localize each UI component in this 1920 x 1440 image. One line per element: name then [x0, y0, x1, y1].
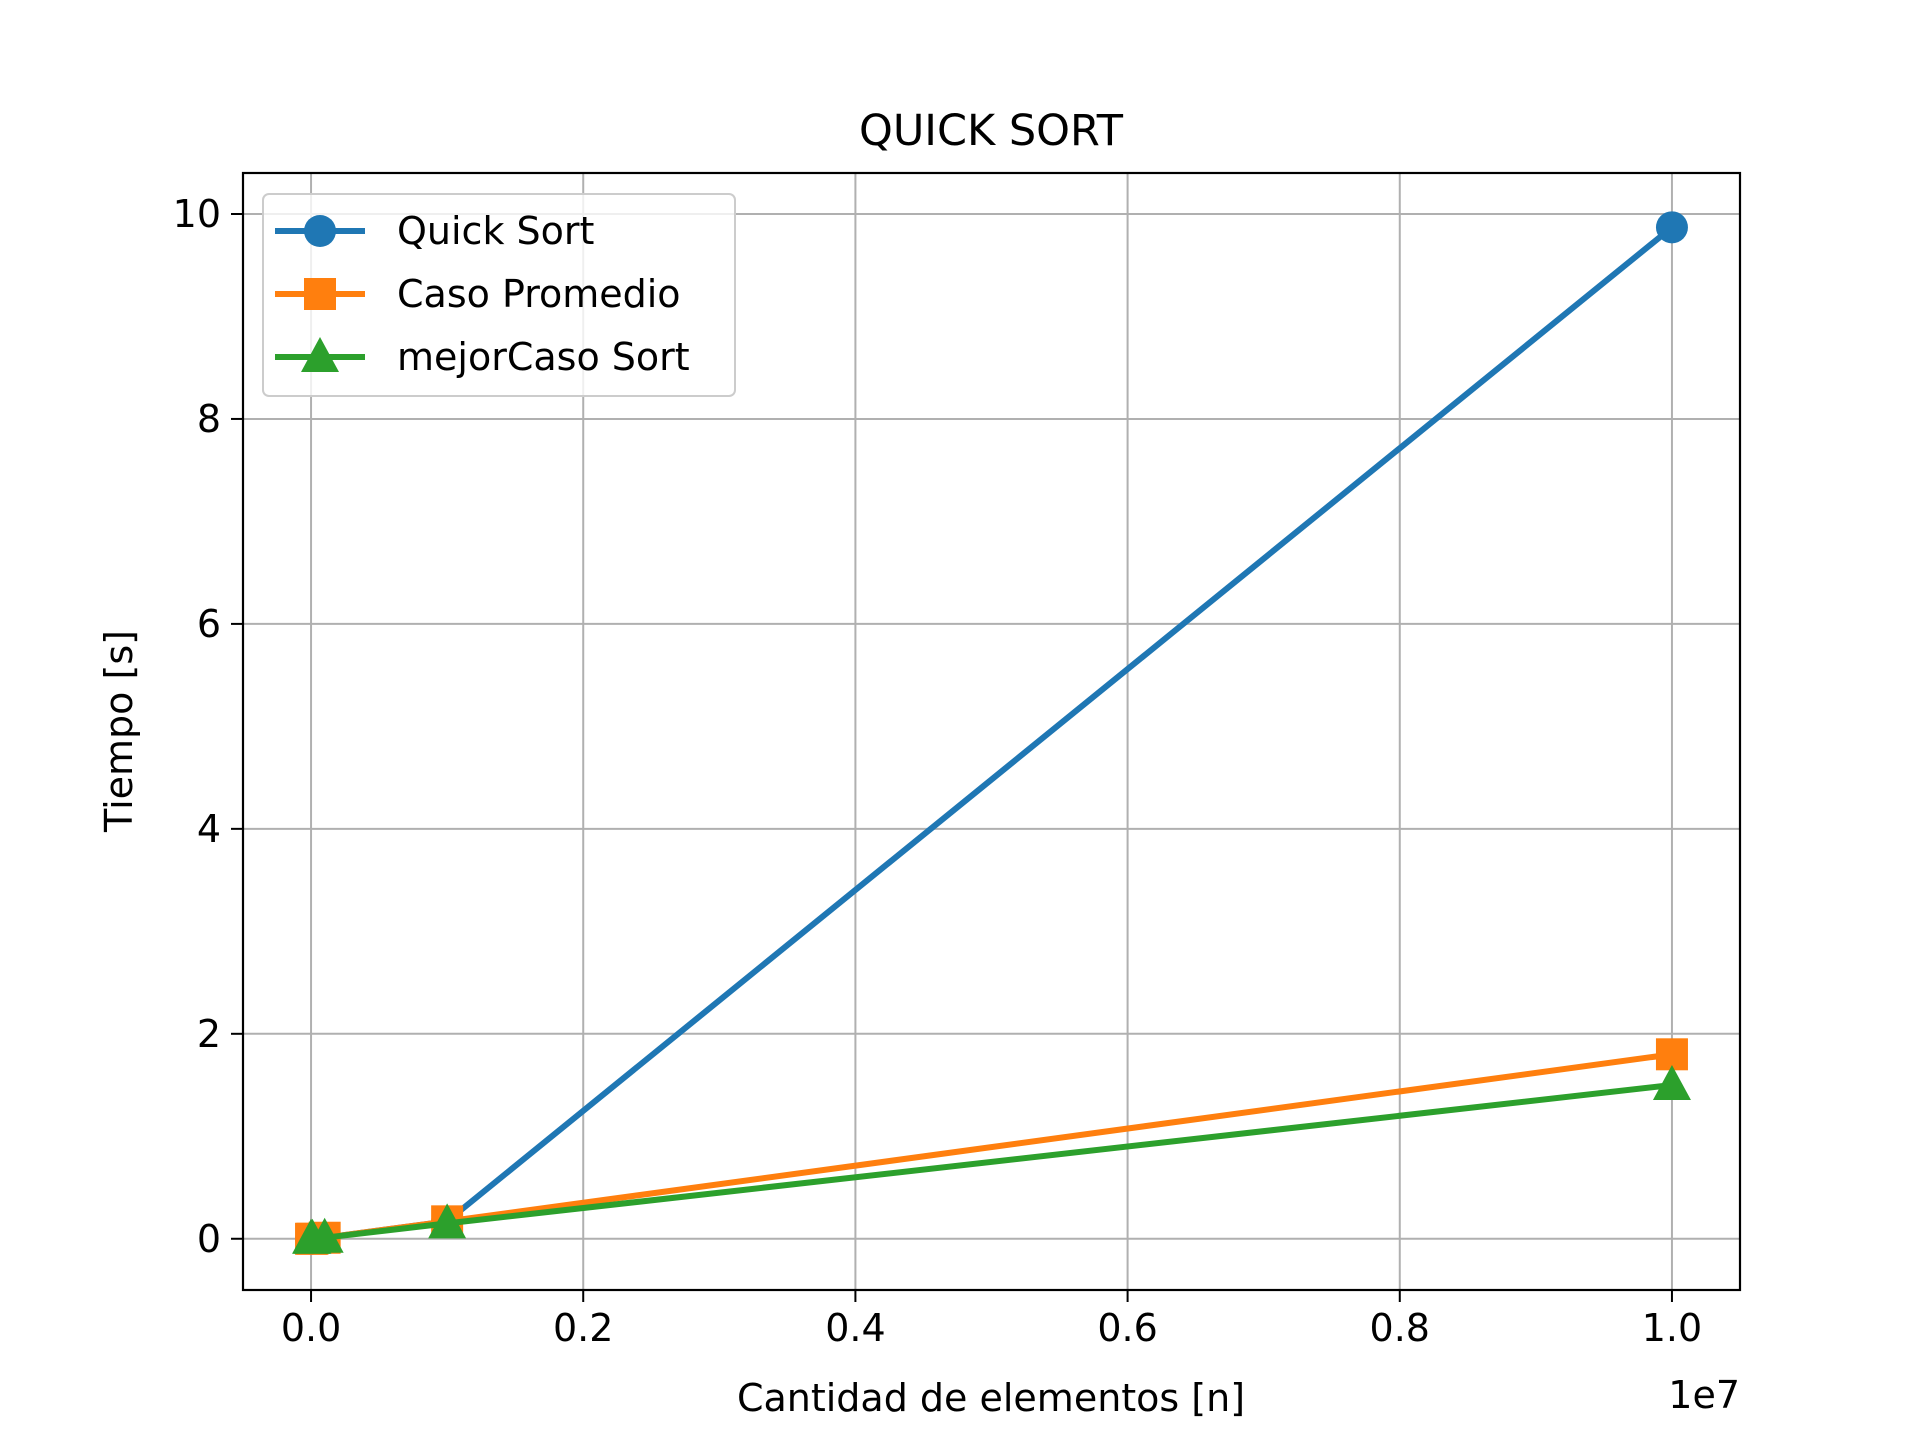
legend-label: Quick Sort [397, 209, 594, 253]
x-tick-label: 0.6 [1097, 1306, 1157, 1350]
data-point [428, 1203, 467, 1239]
legend-marker [304, 215, 336, 247]
legend-marker [304, 278, 336, 310]
legend-box [262, 193, 736, 397]
x-tick-label: 0.2 [553, 1306, 613, 1350]
data-point [305, 1217, 344, 1253]
x-axis-offset-text: 1e7 [1668, 1373, 1740, 1417]
data-point [1652, 1065, 1691, 1101]
legend-item: mejorCaso Sort [275, 335, 690, 379]
series-layer [292, 211, 1691, 1255]
y-axis-label: Tiempo [s] [97, 630, 141, 833]
series-line [308, 1081, 1676, 1242]
x-tick-label: 0.0 [281, 1306, 341, 1350]
legend: Quick Sort Caso Promedio mejorCaso Sort [262, 193, 736, 397]
y-tick-label: 10 [173, 192, 221, 236]
x-tick-label: 0.4 [825, 1306, 885, 1350]
plot-frame [241, 171, 1742, 1292]
legend-label: mejorCaso Sort [397, 335, 690, 379]
y-tick-label: 0 [197, 1217, 221, 1261]
y-tick-label: 8 [197, 397, 221, 441]
series-line [308, 1050, 1676, 1242]
y-tick-label: 6 [197, 602, 221, 646]
legend-label: Caso Promedio [397, 272, 681, 316]
axes-ticks: 0.0 0.2 0.4 0.6 0.8 1.0 0 2 4 6 8 10 [173, 192, 1703, 1350]
data-point [1655, 211, 1688, 244]
data-point [1655, 1038, 1688, 1071]
series-3 [292, 1065, 1691, 1254]
x-tick-label: 0.8 [1370, 1306, 1430, 1350]
x-axis-label: Cantidad de elementos [n] [737, 1376, 1245, 1420]
legend-item: Quick Sort [275, 209, 594, 253]
x-tick-label: 1.0 [1642, 1306, 1702, 1350]
legend-item: Caso Promedio [275, 272, 681, 316]
legend-marker [301, 337, 339, 372]
y-tick-label: 4 [197, 807, 221, 851]
y-tick-label: 2 [197, 1012, 221, 1056]
chart-title: QUICK SORT [859, 106, 1124, 156]
series-2 [295, 1038, 1688, 1255]
